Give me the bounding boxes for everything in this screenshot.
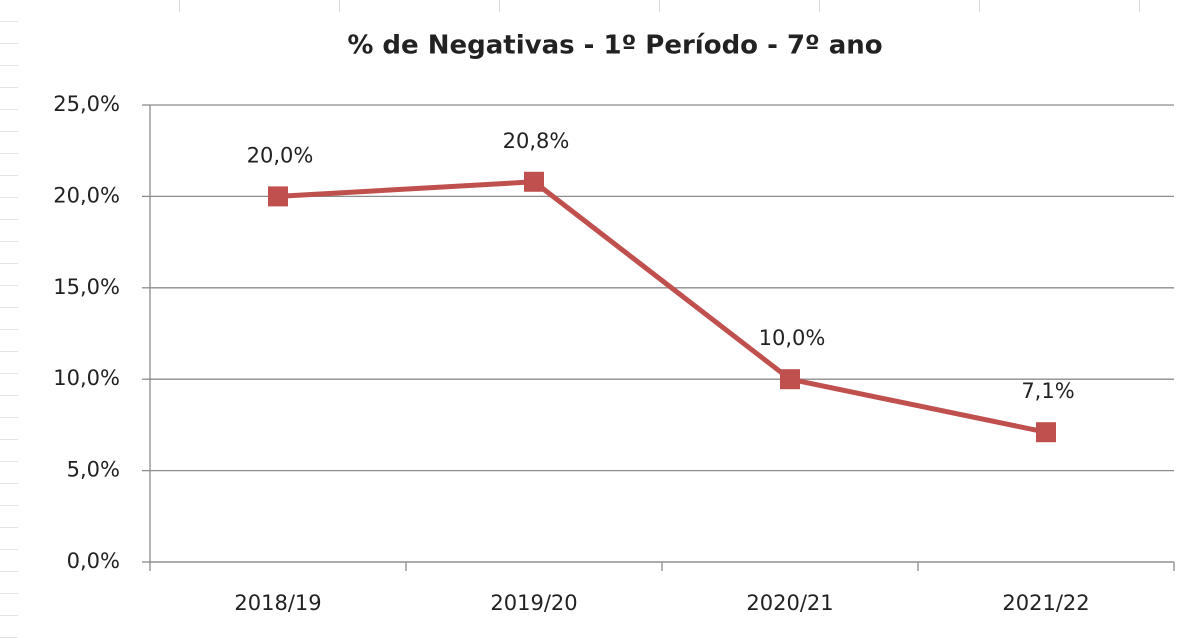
x-tick-label: 2019/20 xyxy=(490,591,577,615)
data-label: 10,0% xyxy=(759,326,826,350)
y-tick-label: 15,0% xyxy=(53,275,120,299)
series-line xyxy=(277,179,1047,435)
x-tick-label: 2021/22 xyxy=(1002,591,1089,615)
data-label: 20,8% xyxy=(503,129,570,153)
chart-area xyxy=(18,12,1192,638)
y-tick-label: 20,0% xyxy=(53,183,120,207)
y-tick-label: 5,0% xyxy=(67,458,120,482)
y-tick-label: 10,0% xyxy=(53,366,120,390)
y-tick-label: 0,0% xyxy=(67,549,120,573)
data-point xyxy=(780,369,800,390)
data-label: 20,0% xyxy=(247,143,314,167)
data-point xyxy=(524,171,544,192)
data-point xyxy=(268,186,288,207)
x-tick-label: 2020/21 xyxy=(746,591,833,615)
chart-title: % de Negativas - 1º Período - 7º ano xyxy=(347,31,882,61)
data-label: 7,1% xyxy=(1021,379,1074,403)
y-tick-label: 25,0% xyxy=(53,92,120,116)
data-point xyxy=(1036,422,1056,443)
x-tick-label: 2018/19 xyxy=(234,591,321,615)
